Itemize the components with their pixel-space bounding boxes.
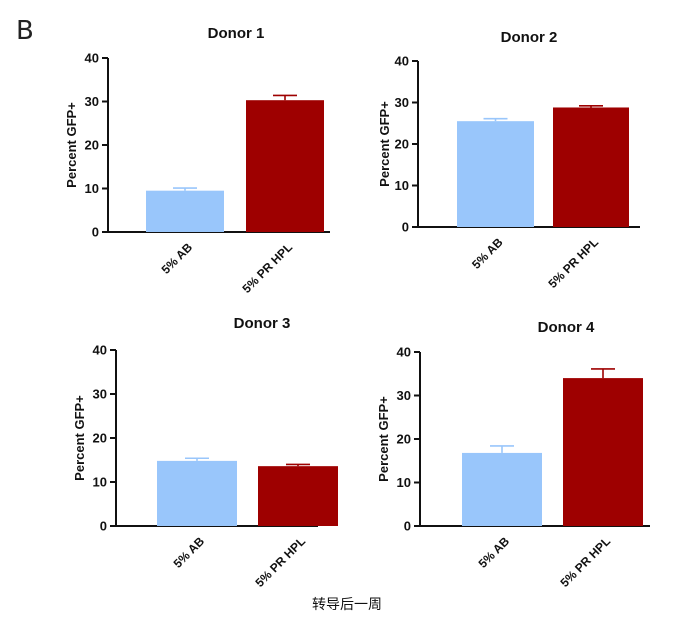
y-tick-label: 30 [85,94,99,109]
x-category-label: 5% PR HPL [252,534,308,590]
panel-label: B [16,16,34,46]
y-tick-label: 20 [93,431,107,446]
y-tick-label: 30 [397,388,411,403]
y-tick-label: 0 [402,220,409,235]
bar-pr-hpl [258,466,338,526]
x-category-label: 5% AB [171,534,208,571]
chart-title: Donor 1 [208,25,265,42]
x-category-label: 5% AB [476,534,513,571]
y-axis-label: Percent GFP+ [377,101,392,187]
y-tick-label: 10 [397,475,411,490]
y-tick-label: 0 [100,519,107,534]
chart-donor-2: Donor 2 0 10 20 30 40 Percent GFP+ 5% AB 5% PR H… [377,29,640,291]
bar-ab [462,452,542,526]
chart-donor-4: Donor 4 0 10 20 30 40 Percent GFP+ 5% AB 5% PR H… [376,319,650,590]
figure-caption: 转导后一周 [312,597,382,613]
y-tick-label: 40 [85,51,99,66]
y-tick-label: 40 [397,345,411,360]
x-category-label: 5% AB [469,235,506,272]
chart-title: Donor 2 [501,29,558,46]
bar-pr-hpl [563,378,643,526]
x-category-label: 5% PR HPL [545,235,601,291]
y-tick-label: 0 [404,519,411,534]
y-axis-label: Percent GFP+ [64,102,79,188]
x-category-label: 5% PR HPL [557,534,613,590]
bar-ab [457,121,534,227]
y-tick-label: 30 [395,95,409,110]
chart-title: Donor 3 [234,315,291,332]
bar-pr-hpl [553,107,629,227]
y-tick-label: 40 [395,54,409,69]
y-tick-label: 20 [397,432,411,447]
y-axis-label: Percent GFP+ [376,396,391,482]
chart-donor-3: Donor 3 0 10 20 30 40 Percent GFP+ 5% AB 5% PR H… [72,315,338,590]
y-tick-label: 10 [395,178,409,193]
bar-ab [146,190,224,232]
bar-pr-hpl [246,100,324,232]
chart-donor-1: Donor 1 0 10 20 30 40 Percent GFP+ 5% AB 5% PR H… [64,25,330,296]
y-tick-label: 30 [93,387,107,402]
bar-ab [157,460,237,526]
y-tick-label: 20 [85,138,99,153]
y-tick-label: 20 [395,137,409,152]
y-tick-label: 0 [92,225,99,240]
y-tick-label: 10 [93,475,107,490]
x-category-label: 5% AB [159,240,196,277]
chart-title: Donor 4 [538,319,595,336]
y-tick-label: 40 [93,343,107,358]
x-category-label: 5% PR HPL [239,240,295,296]
y-tick-label: 10 [85,181,99,196]
y-axis-label: Percent GFP+ [72,395,87,481]
